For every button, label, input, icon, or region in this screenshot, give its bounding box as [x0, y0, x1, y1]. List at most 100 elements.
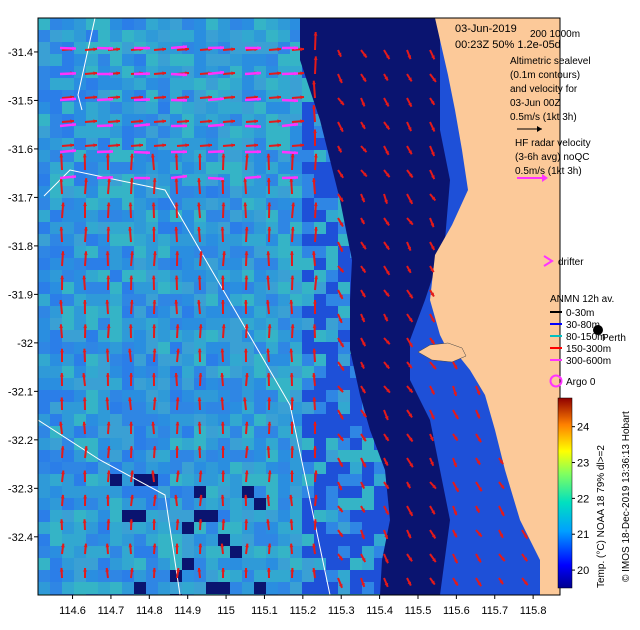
sst-cell [278, 66, 290, 78]
sst-cell [50, 126, 62, 138]
sst-cell [338, 462, 350, 474]
sst-cell [266, 102, 278, 114]
sst-cell [182, 42, 194, 54]
velocity-arrowhead [59, 324, 64, 329]
velocity-arrowhead [197, 178, 201, 182]
sst-cell [38, 414, 50, 426]
velocity-arrowhead [384, 199, 388, 204]
velocity-arrowhead [408, 318, 413, 322]
sst-cell [290, 138, 302, 150]
velocity-arrowhead [312, 251, 316, 255]
sst-cell [218, 426, 230, 438]
velocity-arrowhead [59, 373, 64, 377]
velocity-arrowhead [197, 153, 202, 158]
sst-cell [254, 138, 266, 150]
sst-cell [146, 582, 158, 594]
sst-cell [50, 570, 62, 582]
sst-cell [218, 102, 230, 114]
velocity-arrowhead [454, 559, 458, 564]
sst-cell [122, 234, 134, 246]
velocity-arrowhead [109, 149, 113, 154]
sst-cell [146, 450, 158, 462]
velocity-arrowhead [245, 153, 249, 158]
sst-cell [146, 402, 158, 414]
sst-cell [230, 462, 242, 474]
sst-cell [338, 342, 350, 354]
sst-cell [290, 582, 302, 594]
sst-cell [110, 234, 122, 246]
velocity-arrowhead [185, 119, 189, 124]
velocity-arrowhead [72, 122, 76, 127]
sst-cell [146, 426, 158, 438]
velocity-arrowhead [277, 143, 281, 148]
sst-cell [74, 462, 86, 474]
sst-cell [74, 510, 86, 522]
velocity-arrowhead [106, 275, 111, 280]
sst-cell [266, 186, 278, 198]
velocity-arrowhead [523, 557, 528, 562]
sst-cell [254, 558, 266, 570]
sst-cell [38, 462, 50, 474]
velocity-arrowhead [454, 414, 459, 419]
sst-cell [122, 582, 134, 594]
sst-cell [122, 342, 134, 354]
sst-cell [230, 354, 242, 366]
imos-credit: © IMOS 18-Dec-2019 13:36:13 Hobart [621, 411, 632, 582]
sst-cell [50, 54, 62, 66]
sst-cell [134, 438, 146, 450]
velocity-arrowhead [477, 582, 482, 587]
sst-cell [122, 222, 134, 234]
sst-cell [254, 522, 266, 534]
velocity-arrowhead [139, 119, 143, 124]
sst-cell [254, 186, 266, 198]
sst-cell [278, 366, 290, 378]
hf-scale-arrowhead [542, 174, 548, 182]
sst-cell [38, 282, 50, 294]
velocity-arrowhead [477, 532, 482, 537]
sst-cell [302, 282, 314, 294]
sst-cell [50, 114, 62, 126]
altimetry-scale-arrowhead [537, 126, 542, 132]
velocity-arrowhead [129, 178, 134, 182]
sst-cell [158, 330, 170, 342]
sst-cell [230, 198, 242, 210]
sst-cell [254, 222, 266, 234]
argo-label: Argo 0 [566, 377, 596, 388]
velocity-arrowhead [430, 390, 435, 395]
velocity-arrowhead [431, 534, 436, 539]
sst-cell [146, 210, 158, 222]
velocity-arrowhead [338, 79, 343, 84]
sst-cell [230, 414, 242, 426]
sst-cell [170, 102, 182, 114]
sst-cell [146, 474, 158, 486]
sst-cell [242, 126, 254, 138]
sst-cell [362, 498, 374, 510]
velocity-arrowhead [70, 143, 74, 148]
drifter-label: drifter [558, 257, 584, 268]
velocity-arrowhead [83, 324, 88, 328]
sst-cell [218, 546, 230, 558]
sst-cell [242, 138, 254, 150]
velocity-arrowhead [197, 421, 202, 426]
velocity-arrowhead [475, 508, 480, 513]
sst-cell [302, 330, 314, 342]
sst-cell [50, 78, 62, 90]
velocity-arrowhead [384, 317, 388, 322]
sst-cell [62, 426, 74, 438]
sst-cell [134, 402, 146, 414]
velocity-arrowhead [82, 397, 87, 401]
velocity-arrowhead [221, 153, 226, 158]
sst-cell [158, 378, 170, 390]
sst-cell [134, 318, 146, 330]
sst-cell [206, 354, 218, 366]
sst-cell [314, 570, 326, 582]
velocity-arrowhead [408, 77, 412, 82]
sst-cell [314, 222, 326, 234]
velocity-arrowhead [477, 558, 481, 563]
velocity-arrowhead [361, 535, 365, 539]
velocity-arrowhead [294, 122, 298, 127]
sst-cell [206, 510, 218, 522]
sst-cell [146, 114, 158, 126]
velocity-arrowhead [185, 143, 189, 148]
velocity-arrowhead [151, 275, 156, 280]
